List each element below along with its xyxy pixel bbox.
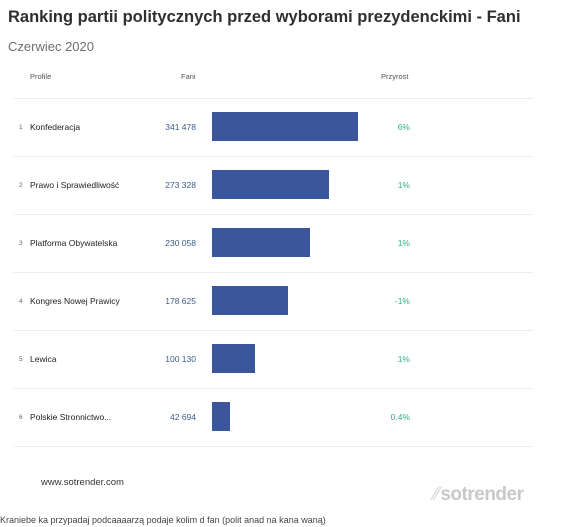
table-divider — [13, 446, 533, 447]
growth-value: 6% — [397, 122, 410, 132]
website-link[interactable]: www.sotrender.com — [41, 477, 124, 488]
chart-subtitle: Czerwiec 2020 — [8, 39, 94, 54]
rank-number: 5 — [19, 356, 23, 363]
table-row: 4 Kongres Nowej Prawicy 178 625 -1% — [13, 272, 533, 331]
growth-value: 1% — [397, 354, 410, 364]
table-row: 6 Polskie Stronnictwo... 42 694 0.4% — [13, 388, 533, 447]
cropped-caption: Kraniebe ka przypadaj podcaaaarzą podaje… — [0, 515, 326, 525]
growth-value: 0.4% — [390, 412, 410, 422]
fans-bar — [212, 112, 358, 141]
column-header-profile: Profile — [30, 72, 52, 81]
column-header-growth: Przyrost — [381, 72, 409, 81]
fans-bar — [212, 286, 288, 315]
chart-title: Ranking partii politycznych przed wybora… — [8, 8, 521, 26]
profile-name[interactable]: Konfederacja — [30, 122, 81, 132]
fans-value-label: 273 328 — [165, 180, 196, 190]
fans-value-label: 230 058 — [165, 238, 196, 248]
table-row: 5 Lewica 100 130 1% — [13, 330, 533, 389]
fans-value-label: 341 478 — [165, 122, 196, 132]
rank-number: 4 — [19, 298, 23, 305]
logo-text: sotrender — [440, 484, 524, 505]
table-row: 1 Konfederacja 341 478 6% — [13, 98, 533, 157]
profile-name[interactable]: Prawo i Sprawiedliwość — [30, 180, 120, 190]
fans-value-label: 178 625 — [165, 296, 196, 306]
rank-number: 6 — [19, 414, 23, 421]
rank-number: 3 — [19, 240, 23, 247]
profile-name[interactable]: Kongres Nowej Prawicy — [30, 296, 120, 306]
fans-value-label: 100 130 — [165, 354, 196, 364]
fans-bar — [212, 344, 255, 373]
growth-value: 1% — [397, 238, 410, 248]
rank-number: 1 — [19, 124, 23, 131]
growth-value: 1% — [397, 180, 410, 190]
fans-bar — [212, 402, 230, 431]
column-header-fans: Fani — [181, 72, 196, 81]
table-row: 2 Prawo i Sprawiedliwość 273 328 1% — [13, 156, 533, 215]
growth-value: -1% — [394, 296, 410, 306]
sotrender-logo: ⁄⁄sotrender — [434, 484, 524, 506]
rank-number: 2 — [19, 182, 23, 189]
profile-name[interactable]: Polskie Stronnictwo... — [30, 412, 112, 422]
profile-name[interactable]: Platforma Obywatelska — [30, 238, 118, 248]
table-row: 3 Platforma Obywatelska 230 058 1% — [13, 214, 533, 273]
profile-name[interactable]: Lewica — [30, 354, 57, 364]
fans-value-label: 42 694 — [170, 412, 196, 422]
fans-bar — [212, 228, 310, 257]
fans-bar — [212, 170, 329, 199]
logo-mark-icon: ⁄⁄ — [434, 484, 440, 505]
